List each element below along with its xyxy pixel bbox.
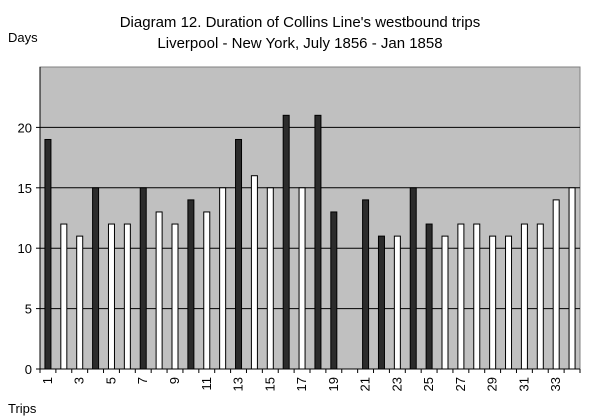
x-tick-label: 31 xyxy=(516,377,531,391)
x-tick-label: 29 xyxy=(485,377,500,391)
y-tick-label: 15 xyxy=(18,181,32,196)
bar-trip-4 xyxy=(92,187,100,370)
chart-title: Diagram 12. Duration of Collins Line's w… xyxy=(120,14,481,31)
x-tick-label: 17 xyxy=(294,377,309,391)
y-tick-label: 5 xyxy=(25,302,32,317)
x-tick-label: 23 xyxy=(389,377,404,391)
bar-trip-28 xyxy=(473,223,481,370)
x-tick-label: 19 xyxy=(326,377,341,391)
bar-trip-23 xyxy=(393,235,401,370)
bar-trip-27 xyxy=(457,223,465,370)
x-tick-label: 25 xyxy=(421,377,436,391)
x-axis-label: Trips xyxy=(8,401,37,416)
bar-trip-25 xyxy=(425,223,433,370)
x-tick-label: 11 xyxy=(199,377,214,391)
bar-trip-16 xyxy=(282,114,290,370)
bar-trip-26 xyxy=(441,235,449,370)
bar-trip-31 xyxy=(520,223,528,370)
bar-trip-11 xyxy=(203,211,211,370)
chart-subtitle: Liverpool - New York, July 1856 - Jan 18… xyxy=(157,35,442,52)
bar-trip-22 xyxy=(377,235,385,370)
bar-trip-30 xyxy=(505,235,513,370)
bar-trip-18 xyxy=(314,114,322,370)
bar-trip-24 xyxy=(409,187,417,370)
bar-trip-34 xyxy=(568,187,576,370)
x-tick-label: 21 xyxy=(358,377,373,391)
y-tick-label: 20 xyxy=(18,120,32,135)
x-tick-label: 33 xyxy=(548,377,563,391)
bar-trip-21 xyxy=(362,199,370,370)
x-tick-label: 1 xyxy=(40,377,55,384)
x-tick-label: 15 xyxy=(262,377,277,391)
bar-trip-3 xyxy=(76,235,84,370)
bar-trip-33 xyxy=(552,199,560,370)
bar-trip-12 xyxy=(219,187,227,370)
bar-trip-32 xyxy=(536,223,544,370)
bar-trip-29 xyxy=(489,235,497,370)
x-tick-label: 9 xyxy=(167,377,182,384)
bar-trip-13 xyxy=(235,138,243,370)
bar-trip-5 xyxy=(107,223,115,370)
bar-trip-15 xyxy=(266,187,274,370)
plot-background xyxy=(39,66,581,370)
bar-trip-10 xyxy=(187,199,195,370)
bar-trip-14 xyxy=(250,175,258,370)
bar-trip-17 xyxy=(298,187,306,370)
bar-trip-8 xyxy=(155,211,163,370)
x-tick-label: 13 xyxy=(231,377,246,391)
x-tick-label: 3 xyxy=(72,377,87,384)
y-axis-label: Days xyxy=(8,30,38,45)
y-tick-label: 10 xyxy=(18,241,32,256)
bar-trip-9 xyxy=(171,223,179,370)
bar-trip-1 xyxy=(44,138,52,370)
bar-trip-19 xyxy=(330,211,338,370)
x-tick-label: 27 xyxy=(453,377,468,391)
bar-trip-6 xyxy=(123,223,131,370)
bar-trip-7 xyxy=(139,187,147,370)
x-tick-label: 7 xyxy=(135,377,150,384)
x-tick-label: 5 xyxy=(103,377,118,384)
y-tick-label: 0 xyxy=(25,362,32,377)
bar-trip-2 xyxy=(60,223,68,370)
